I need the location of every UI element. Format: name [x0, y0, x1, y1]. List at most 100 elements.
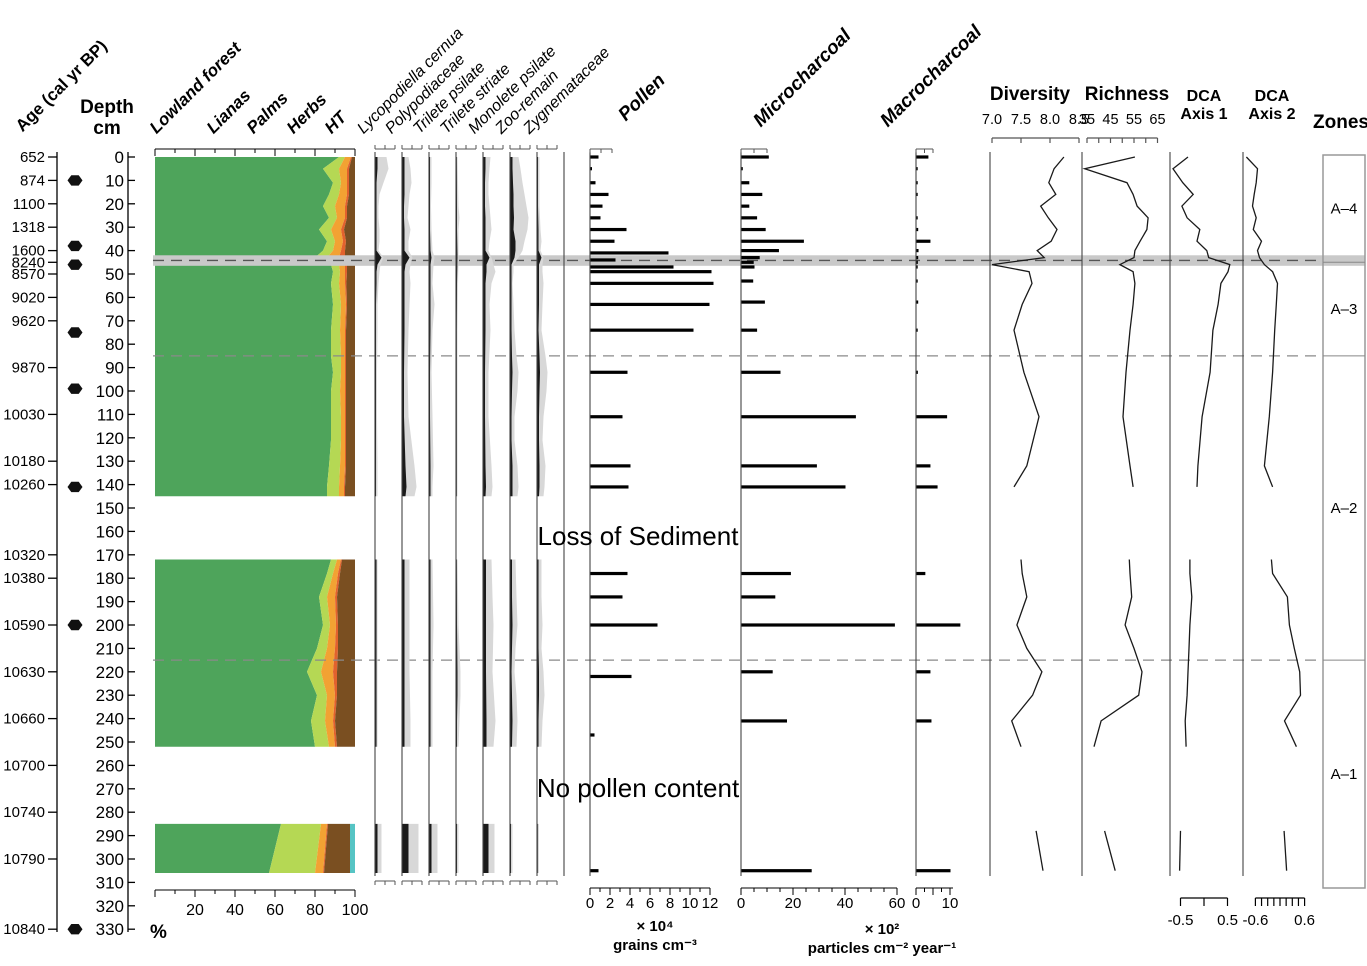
macrocharcoal-bar	[916, 181, 918, 185]
depth-tick-label: 220	[96, 663, 124, 682]
no-pollen-annotation: No pollen content	[536, 773, 740, 803]
age-tick-label: 10740	[3, 804, 45, 821]
spore-silhouette-exaggerated-6	[537, 559, 545, 747]
age-tick-label: 10030	[3, 406, 45, 423]
age-tick-label: 10700	[3, 757, 45, 774]
macrocharcoal-bar	[916, 415, 948, 419]
macrocharcoal-bar	[916, 869, 951, 873]
depth-tick-label: 140	[96, 476, 124, 495]
depth-tick-label: 210	[96, 639, 124, 658]
richness-curve	[1103, 830, 1116, 871]
composition-layer-2	[315, 823, 327, 873]
depth-tick-label: 90	[105, 359, 124, 378]
depth-tick-label: 170	[96, 546, 124, 565]
microcharcoal-bar	[741, 300, 765, 304]
sample-marker-hexagon	[67, 619, 83, 631]
diversity-scale-label: 8.5	[1069, 112, 1089, 128]
diversity-curve	[991, 156, 1065, 488]
pollen-bar	[590, 270, 712, 274]
age-tick-label: 9620	[12, 313, 45, 330]
zone-label: A–2	[1331, 500, 1358, 517]
composition-layer-4	[335, 559, 355, 747]
depth-axis-header: Depth cm	[78, 97, 136, 140]
composition-layer-0	[155, 823, 281, 873]
macrocharcoal-bar	[916, 464, 931, 468]
pollen-bar	[590, 674, 632, 679]
sample-marker-hexagon	[67, 175, 83, 186]
microcharcoal-bar	[741, 260, 754, 264]
pollen-bar	[590, 181, 596, 185]
depth-tick-label: 120	[96, 429, 124, 448]
age-tick-label: 10260	[3, 477, 45, 494]
composition-layer-3	[333, 559, 342, 747]
microcharcoal-bar	[741, 155, 769, 159]
zone-label: A–3	[1331, 301, 1358, 318]
microcharcoal-bar	[741, 370, 781, 374]
macrocharcoal-bar	[916, 719, 932, 723]
diversity-scale-label: 7.0	[982, 112, 1002, 128]
micro-axis-label: 40	[837, 895, 854, 912]
dca1-header-line2: Axis 1	[1180, 105, 1228, 123]
age-tick-label: 8570	[12, 266, 45, 283]
pollen-bar	[590, 464, 631, 468]
spore-silhouette-2	[429, 559, 431, 747]
microcharcoal-bar	[741, 869, 812, 873]
spore-silhouette-exaggerated-6	[537, 157, 548, 497]
spore-silhouette-1	[402, 157, 410, 497]
richness-scale-label: 55	[1126, 112, 1142, 128]
age-tick-label: 10660	[3, 711, 45, 728]
pollen-unit-line2: grains cm⁻³	[613, 936, 697, 954]
age-tick-label: 874	[20, 172, 45, 189]
spore-silhouette-0	[375, 823, 378, 873]
macrocharcoal-bar	[916, 249, 919, 253]
spore-silhouette-3	[456, 157, 458, 497]
microcharcoal-bar	[741, 595, 776, 599]
depth-tick-label: 50	[105, 265, 124, 284]
pollen-bar	[590, 265, 674, 269]
macrocharcoal-bar	[916, 328, 918, 332]
depth-tick-label: 80	[105, 335, 124, 354]
pollen-axis-label: 6	[646, 895, 654, 912]
macrocharcoal-bar	[916, 300, 919, 304]
macrocharcoal-bar	[916, 279, 918, 283]
spore-silhouette-3	[456, 823, 457, 873]
richness-scale-label: 35	[1079, 112, 1095, 128]
depth-tick-label: 10	[105, 171, 124, 190]
depth-tick-label: 280	[96, 803, 124, 822]
dca2-scale-label: 0.6	[1294, 912, 1315, 929]
age-tick-label: 10380	[3, 570, 45, 587]
microcharcoal-bar	[741, 279, 754, 283]
spore-silhouette-exaggerated-2	[429, 157, 435, 497]
sample-marker-hexagon	[67, 259, 83, 270]
pollen-bar	[590, 167, 592, 171]
diversity-scale-label: 8.0	[1040, 112, 1060, 128]
pollen-bar	[590, 281, 714, 285]
pollen-bar	[590, 571, 628, 576]
pollen-bar	[590, 302, 710, 307]
dca-axis2-curve	[1245, 156, 1279, 488]
zone-label: A–1	[1331, 766, 1358, 783]
spore-silhouette-4	[483, 559, 487, 747]
spore-silhouette-5	[510, 157, 516, 497]
pollen-bar	[590, 485, 629, 489]
dca-axis1-curve	[1178, 830, 1182, 871]
composition-layer-0	[155, 157, 339, 497]
age-tick-label: 1100	[13, 196, 45, 213]
composition-layer-5	[350, 823, 355, 873]
age-tick-label: 9020	[12, 289, 45, 306]
age-tick-label: 9870	[12, 360, 45, 377]
depth-tick-label: 230	[96, 686, 124, 705]
microcharcoal-bar	[741, 571, 791, 576]
depth-tick-label: 70	[105, 312, 124, 331]
zone-label: A–4	[1331, 201, 1358, 218]
depth-tick-label: 240	[96, 710, 124, 729]
age-tick-label: 10320	[3, 547, 45, 564]
sample-marker-hexagon	[67, 383, 83, 394]
microcharcoal-bar	[741, 485, 846, 489]
pollen-bar	[590, 370, 628, 374]
pollen-axis-label: 0	[586, 895, 594, 912]
depth-header-line1: Depth	[80, 97, 134, 118]
depth-tick-label: 270	[96, 780, 124, 799]
dca-axis1-curve	[1184, 559, 1193, 747]
